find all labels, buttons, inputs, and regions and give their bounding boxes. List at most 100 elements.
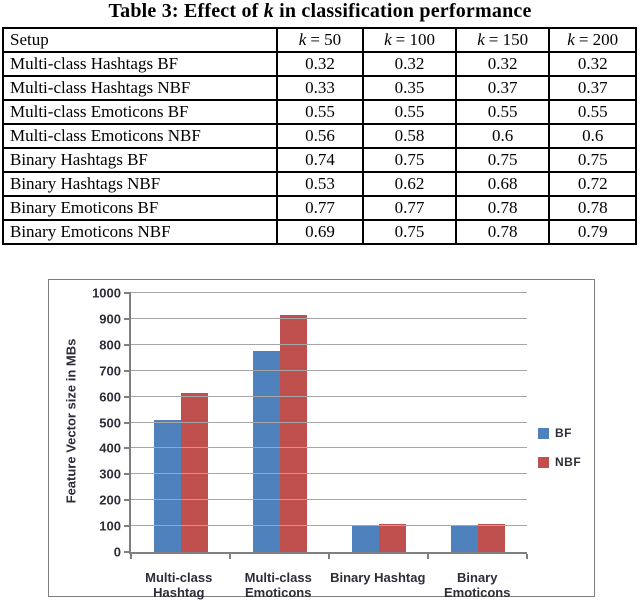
- table-caption: Table 3: Effect of k in classification p…: [0, 0, 640, 23]
- bar-group: [329, 293, 428, 552]
- gridline: [131, 525, 527, 527]
- caption-suffix: in classification performance: [273, 0, 532, 22]
- bar-group: [230, 293, 329, 552]
- setup-cell: Binary Hashtags NBF: [2, 171, 278, 197]
- legend-swatch-bf: [538, 427, 549, 439]
- gridline: [131, 473, 527, 475]
- x-axis-category-label: Binary Hashtag: [330, 570, 426, 585]
- y-axis-tick-label: 300: [99, 466, 121, 482]
- y-axis-tick-label: 100: [99, 518, 121, 534]
- y-axis-tick-label: 0: [113, 544, 121, 560]
- x-axis-tick-mark: [130, 554, 132, 559]
- value-cell: 0.72: [548, 171, 637, 197]
- value-cell: 0.55: [362, 99, 457, 125]
- gridline: [131, 447, 527, 449]
- table-row: Multi-class Emoticons BF 0.55 0.55 0.55 0.55: [2, 99, 637, 125]
- value-cell: 0.35: [362, 75, 457, 101]
- value-cell: 0.75: [362, 219, 457, 245]
- y-axis-tick-mark: [124, 421, 131, 424]
- table-row: Binary Emoticons NBF 0.69 0.75 0.78 0.79: [2, 219, 637, 245]
- value-cell: 0.37: [548, 75, 637, 101]
- value-cell: 0.55: [454, 99, 551, 125]
- y-axis-tick-mark: [124, 292, 131, 294]
- legend-swatch-nbf: [538, 456, 549, 468]
- table-row: Multi-class Emoticons NBF 0.56 0.58 0.6 0.6: [2, 123, 637, 149]
- value-cell: 0.33: [275, 75, 365, 101]
- value-cell: 0.53: [275, 171, 365, 197]
- value-cell: 0.55: [548, 99, 637, 125]
- value-cell: 0.78: [454, 219, 551, 245]
- legend-label: NBF: [555, 455, 582, 469]
- y-axis-tick-label: 800: [99, 337, 121, 353]
- gridline: [131, 343, 527, 345]
- x-axis-tick-mark: [526, 554, 528, 559]
- value-cell: 0.68: [454, 171, 551, 197]
- y-axis-tick-label: 900: [99, 311, 121, 327]
- setup-cell: Binary Hashtags BF: [2, 147, 278, 173]
- setup-cell: Multi-class Hashtags BF: [2, 51, 278, 77]
- setup-cell: Binary Emoticons BF: [2, 195, 278, 221]
- gridline: [131, 421, 527, 423]
- value-cell: 0.79: [548, 219, 637, 245]
- col-header-k100: k = 100: [362, 27, 457, 53]
- value-cell: 0.32: [275, 51, 365, 77]
- table-row: Multi-class Hashtags NBF 0.33 0.35 0.37 0.37: [2, 75, 637, 101]
- y-axis-tick-mark: [124, 551, 131, 553]
- value-cell: 0.6: [454, 123, 551, 149]
- y-axis-tick-label: 600: [99, 389, 121, 405]
- legend-item: BF: [538, 426, 581, 440]
- y-axis-tick-label: 400: [99, 440, 121, 456]
- y-axis-tick-mark: [124, 317, 131, 320]
- gridline: [131, 499, 527, 501]
- col-header-setup: Setup: [2, 27, 278, 53]
- setup-cell: Multi-class Emoticons BF: [2, 99, 278, 125]
- y-axis-tick-mark: [124, 447, 131, 450]
- legend-label: BF: [555, 426, 572, 440]
- y-axis-tick-label: 1000: [92, 285, 121, 301]
- value-cell: 0.75: [454, 147, 551, 173]
- bar-bf: [252, 351, 280, 552]
- table-row: Binary Hashtags BF 0.74 0.75 0.75 0.75: [2, 147, 637, 173]
- x-axis-tick-mark: [229, 554, 231, 559]
- x-axis-tick-mark: [328, 554, 330, 559]
- y-axis-tick-mark: [124, 395, 131, 398]
- y-axis-tick-label: 200: [99, 492, 121, 508]
- value-cell: 0.74: [275, 147, 365, 173]
- table-row: Binary Emoticons BF 0.77 0.77 0.78 0.78: [2, 195, 637, 221]
- value-cell: 0.32: [362, 51, 457, 77]
- plot-area: [124, 292, 528, 559]
- col-header-k50: k = 50: [275, 27, 365, 53]
- y-axis-tick-mark: [124, 343, 131, 346]
- bar-nbf: [378, 523, 406, 552]
- value-cell: 0.55: [275, 99, 365, 125]
- value-cell: 0.58: [362, 123, 457, 149]
- y-axis-tick-mark: [124, 499, 131, 502]
- caption-math-k: k: [263, 0, 274, 22]
- setup-cell: Binary Emoticons NBF: [2, 219, 278, 245]
- value-cell: 0.62: [362, 171, 457, 197]
- y-axis-tick-mark: [124, 525, 131, 528]
- value-cell: 0.75: [362, 147, 457, 173]
- value-cell: 0.6: [548, 123, 637, 149]
- bar-group: [131, 293, 230, 552]
- col-header-k150: k = 150: [454, 27, 551, 53]
- y-axis-tick-mark: [124, 369, 131, 372]
- value-cell: 0.75: [548, 147, 637, 173]
- x-axis-tick-mark: [427, 554, 429, 559]
- gridline: [131, 292, 527, 293]
- value-cell: 0.78: [548, 195, 637, 221]
- setup-cell: Multi-class Emoticons NBF: [2, 123, 278, 149]
- bar-bf: [153, 419, 181, 552]
- gridline: [131, 369, 527, 371]
- gridline: [131, 317, 527, 319]
- value-cell: 0.78: [454, 195, 551, 221]
- y-axis-tick-mark: [124, 473, 131, 476]
- y-axis-tick-label: 700: [99, 363, 121, 379]
- bar-bf: [450, 526, 478, 552]
- bar-nbf: [477, 523, 505, 552]
- results-table: Setup k = 50 k = 100 k = 150 k = 200 Multi-c…: [2, 27, 637, 245]
- gridline: [131, 395, 527, 397]
- value-cell: 0.32: [548, 51, 637, 77]
- bar-chart: Feature Vector size in MBs 0 100 200 300 400…: [48, 279, 595, 600]
- bar-group: [428, 293, 527, 552]
